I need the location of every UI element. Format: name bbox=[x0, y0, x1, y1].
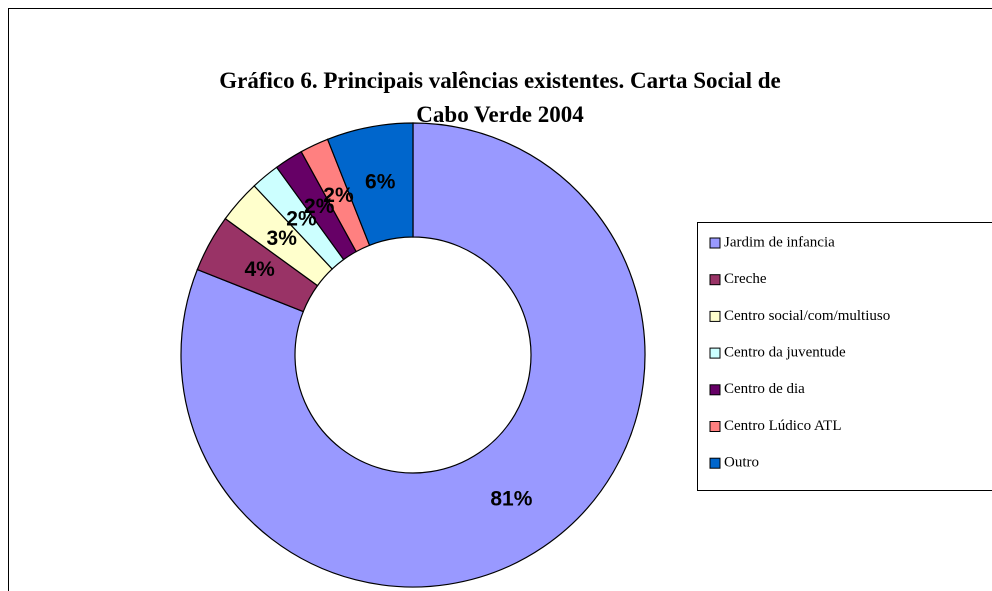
legend-label: Centro Lúdico ATL bbox=[724, 418, 841, 434]
legend-swatch bbox=[709, 274, 721, 286]
donut-segment bbox=[180, 122, 646, 588]
legend-swatch bbox=[709, 457, 721, 469]
donut-segment bbox=[326, 122, 414, 247]
data-label: 2% bbox=[323, 184, 354, 207]
data-label: 4% bbox=[244, 258, 275, 281]
legend-swatch bbox=[709, 347, 721, 359]
legend-box bbox=[697, 222, 992, 491]
chart-title: Cabo Verde 2004 bbox=[416, 102, 584, 127]
legend-swatch bbox=[709, 421, 721, 432]
data-label: 2% bbox=[286, 208, 317, 231]
legend-swatch bbox=[709, 237, 721, 249]
chart-title: Gráfico 6. Principais valências existent… bbox=[219, 68, 781, 93]
data-label: 3% bbox=[267, 227, 298, 250]
legend-label: Creche bbox=[724, 271, 767, 287]
legend-label: Centro da juventude bbox=[724, 345, 846, 361]
legend-label: Centro de dia bbox=[724, 381, 805, 397]
legend-label: Centro social/com/multiuso bbox=[724, 308, 890, 324]
legend-swatch bbox=[709, 384, 721, 396]
data-label: 6% bbox=[365, 171, 396, 194]
legend-label: Outro bbox=[724, 455, 759, 471]
legend-label: Jardim de infancia bbox=[724, 234, 835, 250]
legend-swatch bbox=[709, 310, 721, 322]
data-label: 2% bbox=[304, 195, 335, 218]
data-label: 81% bbox=[490, 487, 532, 510]
